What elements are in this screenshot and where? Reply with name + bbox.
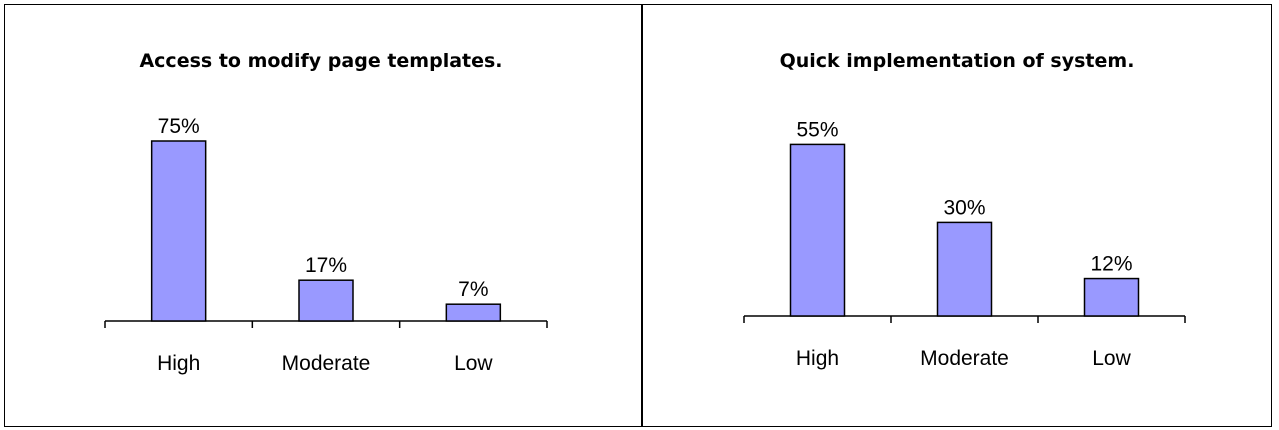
bar-moderate: [298, 279, 354, 322]
chart-title: Access to modify page templates.: [139, 50, 502, 72]
category-label: Moderate: [282, 352, 371, 375]
chart-title: Quick implementation of system.: [780, 50, 1135, 72]
data-label: 55%: [796, 118, 838, 141]
bar-high: [789, 143, 846, 317]
data-label: 17%: [305, 254, 347, 277]
category-label: High: [157, 352, 200, 375]
data-label: 7%: [458, 278, 488, 301]
data-label: 75%: [158, 115, 200, 138]
category-label: Low: [454, 352, 493, 375]
category-label: Moderate: [920, 347, 1009, 370]
category-label: High: [796, 347, 839, 370]
bar-moderate: [936, 221, 993, 317]
bar-low: [445, 303, 502, 322]
bar-high: [150, 140, 207, 322]
chart-access-templates: Access to modify page templates. 75% High…: [104, 50, 548, 375]
chart-quick-implementation: Quick implementation of system. 55% High 3…: [743, 50, 1186, 370]
bar-low: [1083, 277, 1140, 317]
data-label: 12%: [1090, 253, 1132, 276]
figure-frame: [4, 4, 1272, 427]
category-label: Low: [1092, 347, 1131, 370]
data-label: 30%: [943, 196, 985, 219]
panel-divider: [641, 4, 643, 427]
